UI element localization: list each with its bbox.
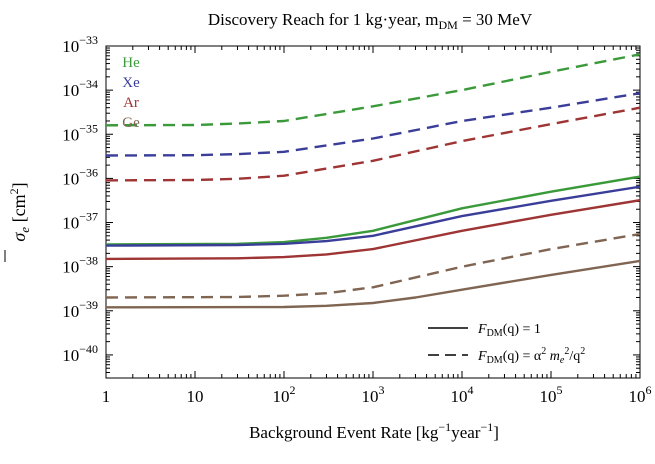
plot-frame — [105, 45, 641, 379]
series-ge-solid — [105, 259, 641, 309]
y-tick-label: 10−37 — [62, 210, 98, 233]
series-xe-solid — [105, 185, 641, 247]
x-tick-label: 1 — [102, 387, 111, 406]
series-lines — [105, 53, 641, 309]
style-legend: FDM(q) = 1 FDM(q) = α2 me2/q2 — [428, 322, 585, 366]
series-ge-dashed — [105, 232, 641, 299]
series-he-solid — [105, 175, 641, 246]
legend-entry-ar: Ar — [123, 95, 139, 111]
y-tick-label: 10−35 — [62, 121, 98, 144]
x-tick-label: 103 — [362, 383, 385, 406]
chart-title: Discovery Reach for 1 kg·year, mDM = 30 … — [208, 10, 533, 32]
legend-entry-he: He — [122, 55, 140, 71]
y-tick-label: 10−39 — [62, 298, 98, 321]
legend-solid-label: FDM(q) = 1 — [477, 322, 541, 339]
legend-entry-xe: Xe — [122, 75, 140, 91]
x-tick-label: 10 — [187, 387, 204, 406]
x-tick-labels: 1 10 102 103 104 105 106 — [102, 383, 652, 406]
series-ar-dashed — [105, 106, 641, 182]
y-tick-label: 10−38 — [62, 254, 98, 277]
x-tick-label: 105 — [540, 383, 563, 406]
y-axis-label: σe [cm2] — [7, 182, 32, 241]
y-tick-label: 10−34 — [62, 77, 98, 100]
legend-entry-ge: Ge — [122, 115, 140, 131]
axis-ticks — [105, 46, 640, 379]
y-tick-label: 10−36 — [62, 165, 98, 188]
x-tick-label: 104 — [451, 383, 474, 406]
x-tick-label: 106 — [629, 383, 652, 406]
y-tick-label: 10−33 — [62, 33, 98, 56]
element-legend: He Xe Ar Ge — [122, 55, 140, 131]
y-tick-labels: 10−40 10−39 10−38 10−37 10−36 10−35 10−34 10−33 — [62, 33, 98, 365]
series-xe-dashed — [105, 92, 641, 157]
series-he-dashed — [105, 53, 641, 127]
legend-dashed-label: FDM(q) = α2 me2/q2 — [477, 346, 585, 366]
x-axis-label: Background Event Rate [kg−1year−1] — [249, 420, 499, 442]
y-tick-label: 10−40 — [62, 342, 98, 365]
x-tick-label: 102 — [273, 383, 296, 406]
series-ar-solid — [105, 199, 641, 261]
